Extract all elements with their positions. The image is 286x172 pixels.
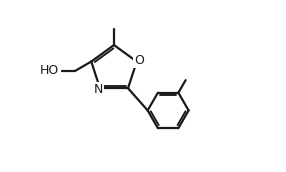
Text: HO: HO [40, 64, 59, 77]
Text: O: O [134, 54, 144, 67]
Text: N: N [94, 83, 103, 96]
